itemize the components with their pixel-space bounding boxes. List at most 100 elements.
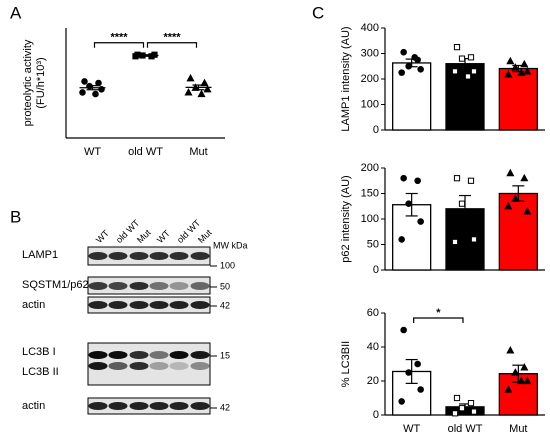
blot-strip [87,246,211,266]
x-tick-label: Mut [189,146,207,158]
row-label: actin [22,400,45,412]
blot-band [149,402,169,410]
lane-label: WT [155,228,172,245]
blot-band [169,362,189,370]
y-axis-label: (FU/h*10³) [35,57,47,108]
data-point [453,175,461,182]
mw-label: 50 [220,281,230,291]
data-point [506,346,515,354]
bar [498,67,538,131]
x-tick-label: old WT [448,423,483,435]
x-tick-label: Mut [509,423,527,435]
data-point [504,70,513,78]
y-tick-label: 20 [367,375,379,387]
data-point [417,66,424,73]
y-tick-label: 60 [367,307,379,319]
row-label: LAMP1 [22,249,58,261]
data-point [186,73,195,82]
y-axis-label: proteolytic activity [22,39,34,126]
data-point [400,174,407,182]
significance-label: **** [163,32,181,44]
significance-label: **** [110,32,128,44]
data-point [98,85,105,93]
data-point [520,363,529,371]
blot-band [149,252,169,260]
blot-band [190,402,210,410]
data-point [511,63,520,71]
panel-label: C [312,3,324,22]
data-point [523,67,532,75]
data-point [414,177,421,185]
data-point [411,54,418,61]
data-point [517,376,526,385]
data-point [184,88,193,96]
data-point [453,44,461,51]
blot-band [190,282,210,290]
mw-header: MW kDa [213,240,248,250]
data-point [405,62,412,70]
y-axis-label: % LC3BII [340,341,352,387]
data-point [414,360,421,368]
blot-band [129,282,149,290]
blot-band [149,362,169,370]
blot-band [129,402,149,410]
data-point [504,201,513,210]
data-point [453,394,461,402]
row-label: SQSTM1/p62 [22,279,89,291]
blot-band [190,362,210,370]
y-tick-label: 0 [373,264,379,276]
blot-band [149,301,169,309]
blot-band [88,351,108,359]
data-point [139,52,146,59]
y-tick-label: 100 [361,98,379,110]
row-label: LC3B II [22,366,59,378]
data-point [458,55,466,62]
data-point [517,68,526,76]
blot-band [88,301,108,309]
blot-band [190,301,210,309]
data-point [506,168,515,177]
y-axis-label: p62 intensity (AU) [340,175,352,262]
blot-band [129,252,149,260]
data-point [520,173,529,182]
blot-band [190,351,210,359]
data-point [458,200,466,207]
blot-band [88,362,108,370]
data-point [405,200,412,207]
data-point [132,53,139,60]
significance-bracket [93,42,145,48]
data-point [81,78,88,85]
blot-band [108,252,128,260]
x-tick-label: old WT [128,146,163,158]
y-tick-label: 40 [367,341,379,353]
data-point [451,410,459,417]
mw-label: 15 [220,350,230,360]
lane-label: Mut [135,227,153,245]
data-point [464,73,472,80]
y-tick-label: 200 [361,162,379,174]
significance-bracket [413,317,464,323]
data-point [523,376,532,385]
data-point [470,236,478,243]
data-point [417,218,424,225]
data-point [417,386,424,393]
y-tick-label: 400 [361,22,379,34]
data-point [520,59,529,68]
data-point [511,194,520,202]
blot-band [108,351,128,359]
data-point [470,408,478,415]
data-point [400,48,407,56]
lane-label: Mut [196,227,214,245]
data-point [506,56,515,65]
data-point [86,82,93,90]
data-point [467,400,475,407]
significance-label: * [436,307,441,319]
y-tick-label: 0 [373,124,379,136]
blot-band [169,402,189,410]
bar [498,192,538,271]
mw-label: 42 [220,300,230,310]
significance-bracket [146,42,198,48]
y-tick-label: 50 [367,238,379,250]
blot-strip [87,342,211,386]
panel-label: A [10,3,22,22]
